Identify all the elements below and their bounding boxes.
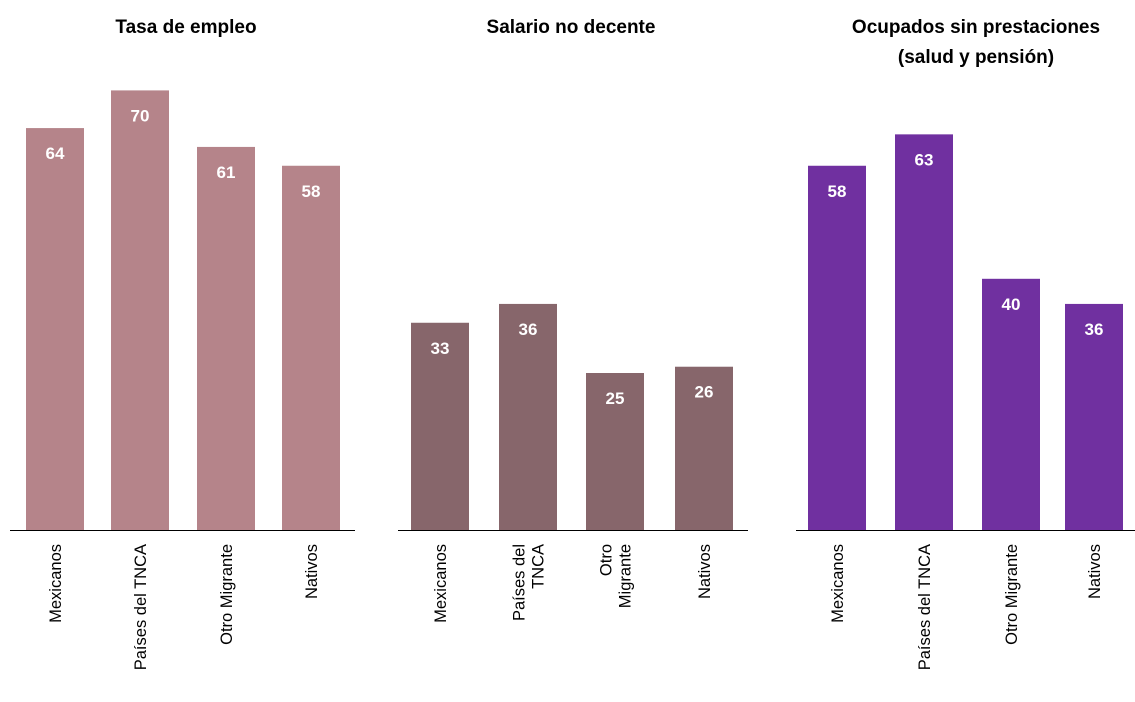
- data-label: 70: [131, 106, 150, 125]
- data-label: 36: [519, 320, 538, 339]
- x-tick-label: Otro Migrante: [218, 544, 236, 645]
- x-tick-label: Otro: [598, 544, 616, 576]
- data-label: 64: [46, 144, 65, 163]
- chart-title: (salud y pensión): [898, 47, 1054, 68]
- data-label: 58: [302, 182, 321, 201]
- data-label: 63: [915, 150, 934, 169]
- x-tick-label: Países del: [511, 544, 529, 621]
- chart-panel-2: Salario no decente 33 Mexicanos 36 Países de…: [398, 17, 748, 623]
- bar: [982, 279, 1040, 530]
- data-label: 58: [828, 182, 847, 201]
- x-tick-label: Nativos: [1086, 544, 1104, 599]
- bar: [111, 90, 169, 530]
- x-tick-label: Países del TNCA: [132, 544, 150, 670]
- chart-title: Salario no decente: [487, 17, 656, 38]
- data-label: 33: [431, 339, 450, 358]
- chart-panel-3: Ocupados sin prestaciones (salud y pensió…: [796, 17, 1135, 670]
- chart-title: Tasa de empleo: [115, 17, 256, 38]
- data-label: 61: [217, 163, 236, 182]
- x-tick-label: Otro Migrante: [1003, 544, 1021, 645]
- bar: [197, 147, 255, 530]
- bar: [26, 128, 84, 530]
- x-tick-label: Mexicanos: [47, 544, 65, 623]
- bar: [282, 166, 340, 530]
- x-tick-label: Nativos: [696, 544, 714, 599]
- chart-title: Ocupados sin prestaciones: [852, 17, 1100, 38]
- data-label: 40: [1002, 295, 1021, 314]
- x-tick-label: Mexicanos: [829, 544, 847, 623]
- x-tick-label: TNCA: [530, 544, 548, 589]
- x-tick-label: Migrante: [617, 544, 635, 608]
- bar: [895, 134, 953, 530]
- data-label: 26: [695, 383, 714, 402]
- data-label: 25: [606, 389, 625, 408]
- bar: [808, 166, 866, 530]
- x-tick-label: Mexicanos: [432, 544, 450, 623]
- data-label: 36: [1085, 320, 1104, 339]
- x-tick-label: Países del TNCA: [916, 544, 934, 670]
- x-tick-label: Nativos: [303, 544, 321, 599]
- chart-panel-1: Tasa de empleo 64 Mexicanos 70 Países del TN…: [10, 17, 355, 670]
